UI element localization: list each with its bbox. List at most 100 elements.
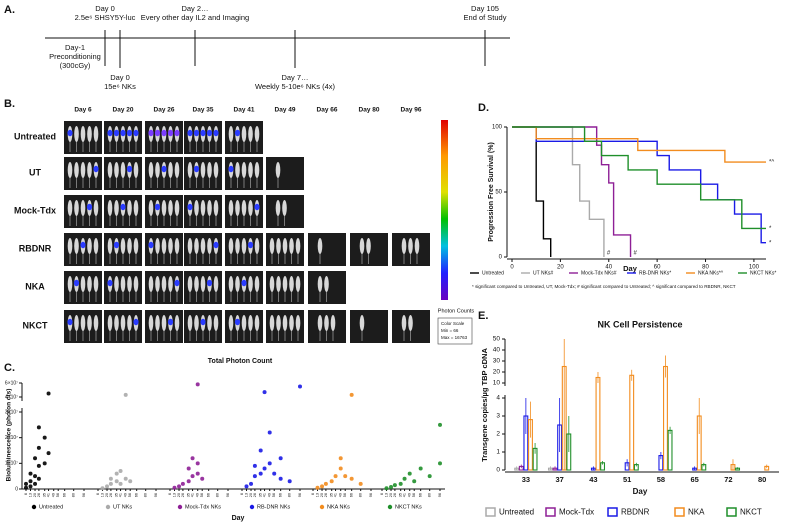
- x-tick-label: 41: [263, 493, 267, 497]
- mouse: [275, 200, 281, 216]
- mouse: [207, 162, 212, 178]
- legend-marker: [607, 507, 618, 517]
- x-tick-label: 56: [272, 493, 276, 497]
- mouse: [148, 276, 154, 292]
- legend-label: Mock-Tdx: [559, 508, 594, 517]
- mouse: [80, 126, 86, 142]
- data-point: [36, 445, 41, 450]
- mouse: [107, 162, 113, 178]
- data-point: [108, 481, 113, 486]
- mouse: [87, 126, 92, 142]
- mouse: [241, 162, 247, 178]
- x-tick-label: 56: [343, 493, 347, 497]
- mouse: [174, 162, 180, 178]
- mouse: [107, 238, 113, 254]
- x-tick-label: 6: [168, 493, 172, 495]
- mouse: [80, 315, 86, 331]
- mouse: [155, 238, 160, 254]
- x-tick-label: 66: [135, 493, 139, 497]
- significance-mark: *^: [769, 160, 774, 166]
- y-tick-label: 1: [496, 449, 500, 456]
- legend-marker: [105, 504, 111, 510]
- x-tick-label: 33: [522, 475, 530, 484]
- data-point: [195, 471, 200, 476]
- mouse: [213, 200, 219, 216]
- y-tick-label: 2: [496, 431, 500, 438]
- legend-label: NKA: [688, 508, 705, 517]
- mouse: [317, 238, 323, 254]
- mouse: [155, 315, 160, 331]
- mouse: [213, 162, 219, 178]
- mouse: [168, 276, 173, 292]
- significance-mark: *: [769, 240, 772, 246]
- signal: [247, 241, 254, 249]
- mouse: [248, 200, 253, 216]
- data-point: [315, 485, 320, 490]
- data-point: [200, 476, 205, 481]
- mouse: [127, 276, 132, 292]
- x-tick-label: 49: [339, 493, 343, 497]
- panel-label: B.: [4, 98, 15, 110]
- data-point: [36, 463, 41, 468]
- x-tick-label: 96: [154, 493, 158, 497]
- signal: [234, 318, 241, 326]
- y-tick-label: 3: [496, 413, 500, 420]
- signal: [254, 203, 260, 211]
- timeline-label: 15e⁶ NKs: [104, 82, 136, 91]
- mouse: [67, 276, 73, 292]
- signal: [161, 129, 167, 137]
- data-point: [272, 471, 277, 476]
- signal: [73, 279, 80, 287]
- signal: [187, 203, 193, 211]
- mouse: [200, 276, 206, 292]
- data-point: [407, 471, 412, 476]
- signal: [113, 129, 120, 137]
- group-label: RBDNR: [19, 243, 52, 253]
- x-tick-label: 35: [187, 493, 191, 497]
- survival-curve: [512, 126, 552, 257]
- mouse: [187, 315, 193, 331]
- mouse: [148, 162, 154, 178]
- x-tick-label: 100: [749, 265, 760, 271]
- mouse: [80, 162, 86, 178]
- data-point: [258, 471, 263, 476]
- data-point: [195, 382, 200, 387]
- data-point: [33, 474, 38, 479]
- mouse: [93, 315, 99, 331]
- mouse: [120, 315, 126, 331]
- signal: [174, 129, 180, 137]
- timeline-label: Day 0: [95, 4, 115, 13]
- mouse: [289, 315, 294, 331]
- signal: [107, 279, 113, 287]
- x-tick-label: 66: [350, 493, 354, 497]
- day-header: Day 6: [74, 107, 92, 114]
- legend-label: NKCT NKs*: [750, 270, 776, 276]
- data-point: [180, 481, 185, 486]
- data-point: [358, 481, 363, 486]
- chart-title: NK Cell Persistence: [597, 319, 682, 329]
- signal: [120, 129, 126, 137]
- legend-label: Untreated: [499, 508, 534, 517]
- x-tick-label: 13: [385, 493, 389, 497]
- group-label: Mock-Tdx: [14, 205, 56, 215]
- survival-curve: [512, 126, 766, 230]
- signal: [133, 129, 139, 137]
- mouse: [282, 238, 288, 254]
- legend-label: NKA NKs: [327, 504, 350, 510]
- bar: [663, 365, 668, 471]
- mouse: [133, 162, 139, 178]
- x-tick-label: 66: [207, 493, 211, 497]
- color-bar: [441, 120, 448, 300]
- chart-title: Total Photon Count: [208, 358, 273, 365]
- survival-curve: [512, 126, 766, 163]
- signal: [167, 129, 174, 137]
- panel-label: D.: [478, 102, 489, 114]
- x-tick-label: 41: [119, 493, 123, 497]
- x-tick-label: 80: [428, 493, 432, 497]
- y-tick-label: 4×10⁷: [5, 394, 18, 400]
- scale-box-line: Max = 16763: [441, 335, 468, 340]
- data-point: [384, 486, 389, 491]
- y-tick-label: 0: [15, 486, 18, 492]
- data-point: [108, 476, 113, 481]
- x-tick-label: 80: [758, 475, 766, 484]
